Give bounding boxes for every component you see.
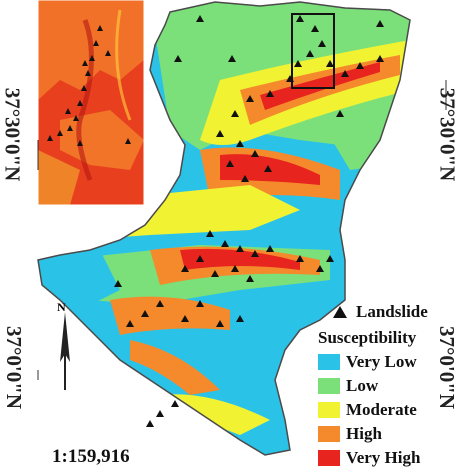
map-legend: Landslide Susceptibility Very Low Low Mo… (318, 300, 474, 474)
landslide-triangle-icon (333, 306, 347, 318)
legend-landslide: Landslide (318, 300, 428, 324)
legend-label-very-high: Very High (346, 448, 421, 467)
inset-map (37, 0, 145, 206)
north-arrow-icon (60, 312, 70, 390)
landslide-points (114, 15, 384, 427)
latitude-label-left-top: 37°30'0"N (0, 87, 25, 182)
legend-swatch-very-high (318, 450, 340, 466)
legend-swatch-moderate (318, 402, 340, 418)
legend-item-low: Low (318, 374, 378, 398)
north-label: N (57, 300, 66, 314)
legend-item-very-high: Very High (318, 446, 420, 470)
legend-title: Susceptibility (318, 326, 416, 350)
legend-landslide-label: Landslide (356, 302, 428, 321)
inset-extent-box (291, 13, 335, 89)
legend-item-moderate: Moderate (318, 398, 417, 422)
scale-ratio: 1:159,916 (52, 446, 130, 467)
legend-label-high: High (346, 424, 382, 443)
north-arrow: N (50, 300, 80, 390)
latitude-label-left-bottom: 37°0'0"N (2, 325, 27, 410)
legend-swatch-very-low (318, 354, 340, 370)
legend-item-very-low: Very Low (318, 350, 417, 374)
legend-susceptibility-title: Susceptibility (318, 328, 417, 347)
legend-item-high: High (318, 422, 382, 446)
legend-swatch-low (318, 378, 340, 394)
latitude-label-right-top: 37°30'0"N (435, 87, 460, 182)
region-boundary (37, 1, 411, 456)
legend-swatch-high (318, 426, 340, 442)
legend-label-very-low: Very Low (346, 352, 417, 371)
legend-label-moderate: Moderate (346, 400, 417, 419)
legend-label-low: Low (346, 376, 379, 395)
